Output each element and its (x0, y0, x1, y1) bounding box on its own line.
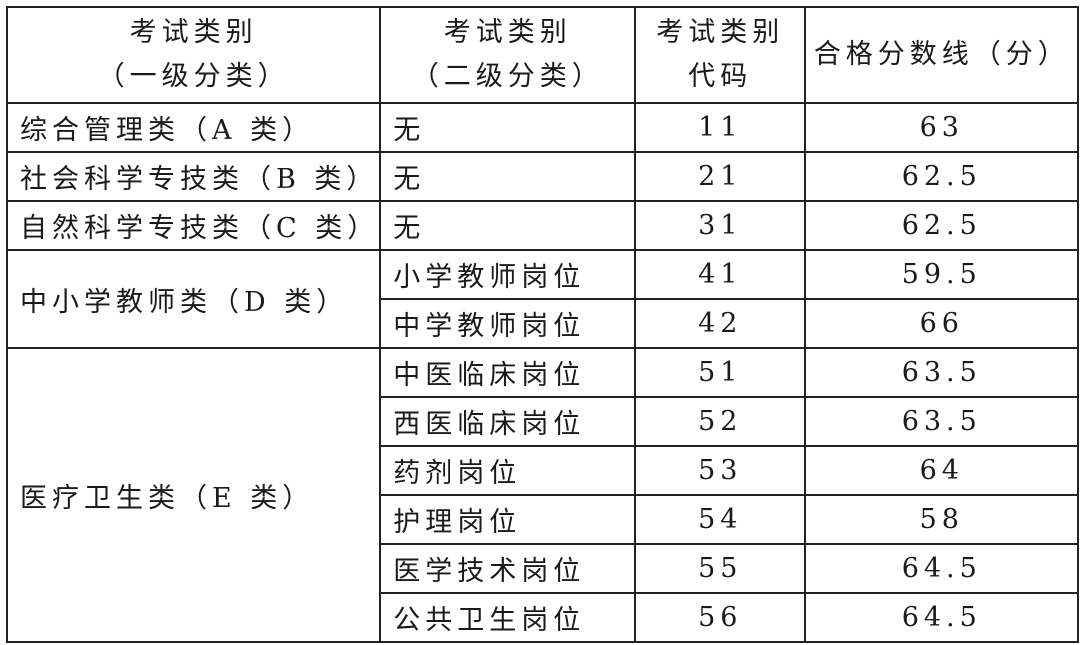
header-passing-score: 合格分数线（分） (804, 6, 1080, 104)
code-cell: 42 (634, 298, 807, 349)
header-text: 考试类别 (129, 17, 258, 48)
score-cell: 64 (804, 445, 1080, 496)
header-category-level1: 考试类别 （一级分类） (5, 6, 382, 104)
score-cell: 63.5 (804, 347, 1080, 398)
header-category-code: 考试类别 代码 (634, 6, 807, 104)
cat2-cell: 公共卫生岗位 (379, 592, 637, 643)
table-row: 综合管理类（A 类） 无 11 63 (5, 102, 1080, 153)
cat1-cell: 中小学教师类（D 类） (5, 249, 382, 349)
score-cell: 64.5 (804, 592, 1080, 643)
header-subtext: （一级分类） (97, 61, 290, 92)
score-cell: 58 (804, 494, 1080, 545)
table-row: 公共卫生岗位 56 64.5 (7, 592, 1080, 643)
table-row: 西医临床岗位 52 63.5 (7, 396, 1080, 447)
table-row: 药剂岗位 53 64 (7, 445, 1080, 496)
table-row: 中小学教师类（D 类） 小学教师岗位 41 59.5 (5, 249, 1080, 349)
code-cell: 53 (634, 445, 807, 496)
score-cell: 63 (804, 102, 1080, 153)
table-row: 医学技术岗位 55 64.5 (7, 543, 1080, 594)
cat2-cell: 无 (379, 151, 637, 202)
score-cell: 63.5 (804, 396, 1080, 447)
score-cell: 66 (804, 298, 1080, 349)
code-cell: 52 (634, 396, 807, 447)
code-cell: 55 (634, 543, 807, 594)
code-cell: 11 (634, 102, 807, 153)
passing-score-table: 考试类别 （一级分类） 考试类别 （二级分类） 考试类别代码 合格分数线（分） 综合… (5, 6, 1080, 643)
table-row: 中学教师岗位 42 66 (7, 298, 1080, 349)
header-subtext: （二级分类） (411, 61, 604, 92)
code-cell: 31 (634, 200, 807, 251)
header-category-level2: 考试类别 （二级分类） (379, 6, 637, 104)
cat1-cell: 综合管理类（A 类） (5, 102, 382, 153)
score-cell: 62.5 (804, 200, 1080, 251)
cat2-cell: 医学技术岗位 (379, 543, 637, 594)
header-text: 考试类别 (656, 17, 785, 48)
score-cell: 59.5 (804, 249, 1080, 300)
header-text: 考试类别 (443, 17, 572, 48)
header-text: 合格分数线（分） (813, 39, 1070, 70)
code-cell: 41 (634, 249, 807, 300)
table-row: 社会科学专技类（B 类） 无 21 62.5 (5, 151, 1080, 202)
header-row: 考试类别 （一级分类） 考试类别 （二级分类） 考试类别代码 合格分数线（分） (5, 6, 1080, 104)
cat2-cell: 中医临床岗位 (379, 347, 637, 398)
score-cell: 64.5 (804, 543, 1080, 594)
code-cell: 54 (634, 494, 807, 545)
code-cell: 56 (634, 592, 807, 643)
cat2-cell: 无 (379, 200, 637, 251)
cat2-cell: 药剂岗位 (379, 445, 637, 496)
cat1-cell: 自然科学专技类（C 类） (5, 200, 382, 251)
code-cell: 21 (634, 151, 807, 202)
table-row: 自然科学专技类（C 类） 无 31 62.5 (5, 200, 1080, 251)
score-cell: 62.5 (804, 151, 1080, 202)
code-cell: 51 (634, 347, 807, 398)
cat2-cell: 中学教师岗位 (379, 298, 637, 349)
cat1-cell: 社会科学专技类（B 类） (5, 151, 382, 202)
cat2-cell: 西医临床岗位 (379, 396, 637, 447)
cat2-cell: 护理岗位 (379, 494, 637, 545)
cat2-cell: 无 (379, 102, 637, 153)
header-subtext: 代码 (688, 61, 753, 92)
table-row: 医疗卫生类（E 类） 中医临床岗位 51 63.5 (5, 347, 1080, 643)
cat2-cell: 小学教师岗位 (379, 249, 637, 300)
table-row: 护理岗位 54 58 (7, 494, 1080, 545)
cat1-cell: 医疗卫生类（E 类） (5, 347, 382, 643)
